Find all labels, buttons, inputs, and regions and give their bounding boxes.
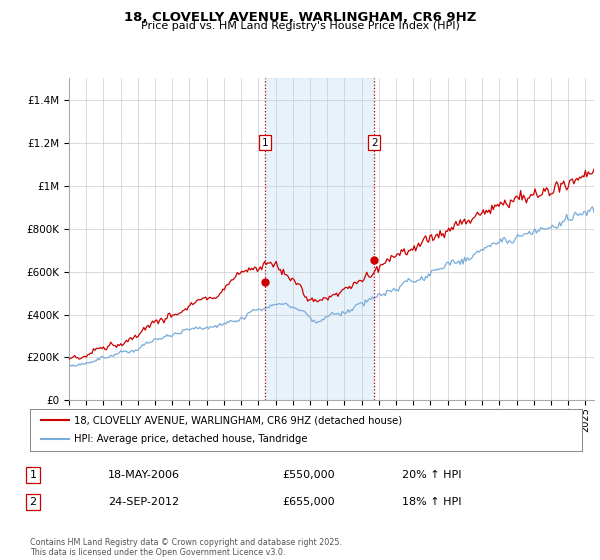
Text: £550,000: £550,000 <box>282 470 335 480</box>
Text: 18% ↑ HPI: 18% ↑ HPI <box>402 497 461 507</box>
Text: £655,000: £655,000 <box>282 497 335 507</box>
Text: 24-SEP-2012: 24-SEP-2012 <box>108 497 179 507</box>
Text: Price paid vs. HM Land Registry's House Price Index (HPI): Price paid vs. HM Land Registry's House … <box>140 21 460 31</box>
Text: 1: 1 <box>29 470 37 480</box>
Text: 20% ↑ HPI: 20% ↑ HPI <box>402 470 461 480</box>
Text: 1: 1 <box>262 138 268 148</box>
Text: 2: 2 <box>371 138 377 148</box>
Text: 18, CLOVELLY AVENUE, WARLINGHAM, CR6 9HZ (detached house): 18, CLOVELLY AVENUE, WARLINGHAM, CR6 9HZ… <box>74 415 402 425</box>
Text: 18-MAY-2006: 18-MAY-2006 <box>108 470 180 480</box>
Text: HPI: Average price, detached house, Tandridge: HPI: Average price, detached house, Tand… <box>74 435 308 445</box>
Text: Contains HM Land Registry data © Crown copyright and database right 2025.
This d: Contains HM Land Registry data © Crown c… <box>30 538 342 557</box>
Text: 2: 2 <box>29 497 37 507</box>
Bar <box>265 78 374 400</box>
Text: 18, CLOVELLY AVENUE, WARLINGHAM, CR6 9HZ: 18, CLOVELLY AVENUE, WARLINGHAM, CR6 9HZ <box>124 11 476 24</box>
